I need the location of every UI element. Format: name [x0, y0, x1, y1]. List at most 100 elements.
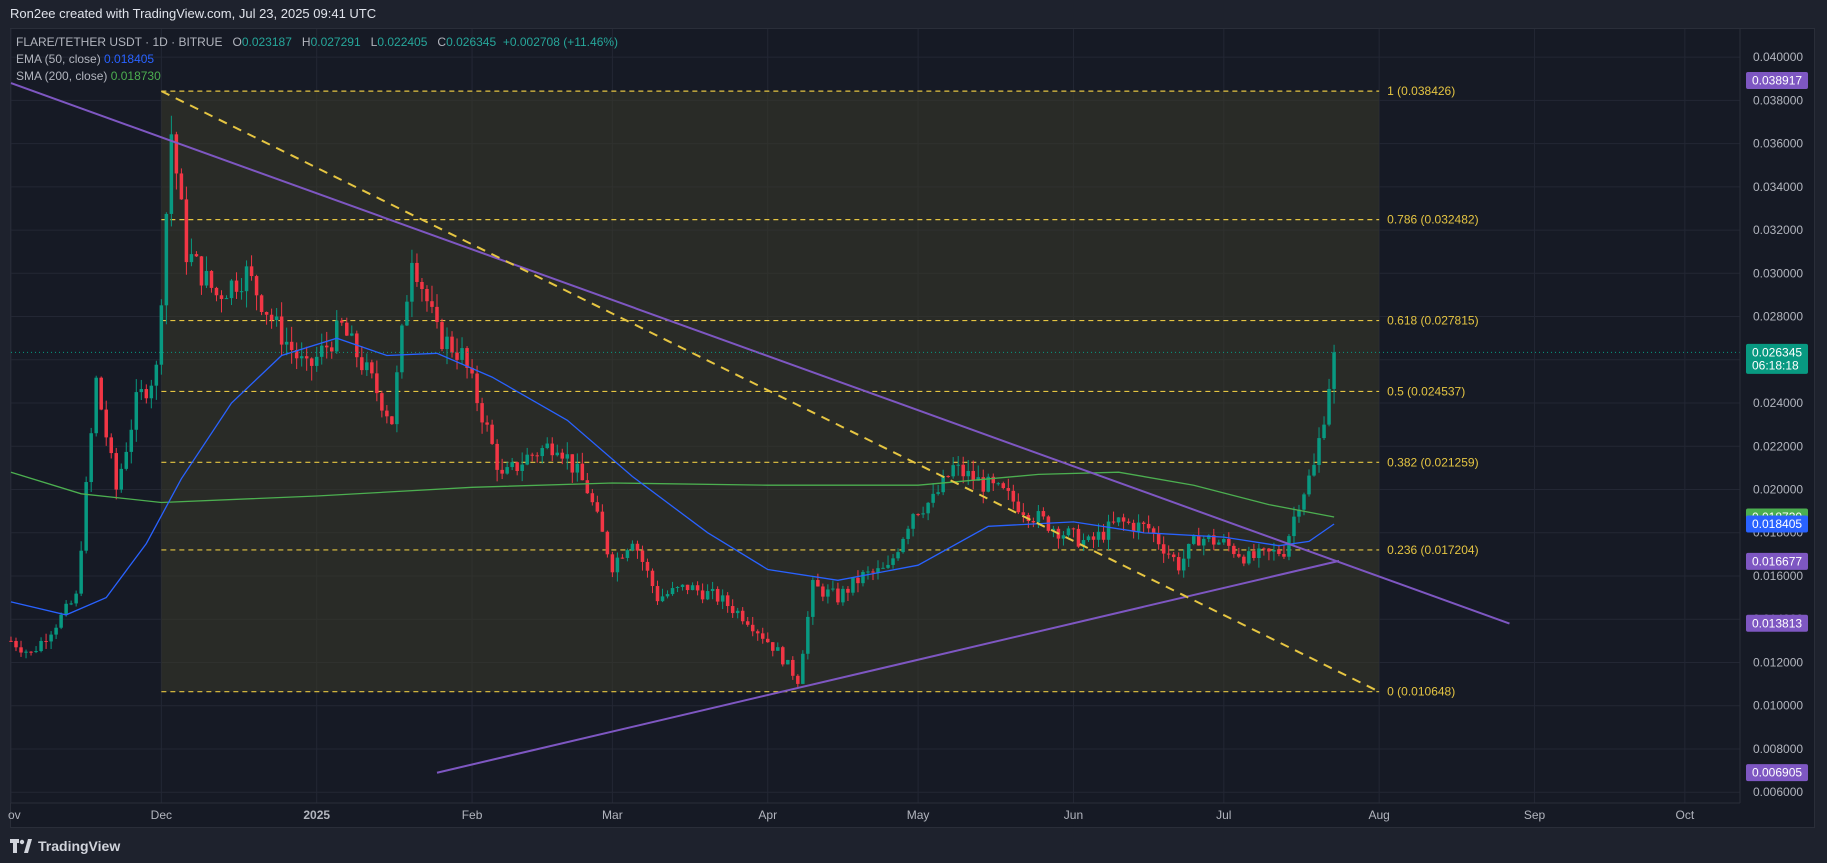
- candle: [1332, 344, 1336, 404]
- candle: [861, 569, 865, 587]
- candle: [505, 461, 509, 475]
- candle: [490, 419, 494, 446]
- candle-body: [1166, 553, 1171, 555]
- time-axis: ov Dec 2025 Feb Mar Apr May Jun Jul Aug Sep Oct: [8, 808, 1695, 822]
- candle-body: [204, 270, 209, 286]
- candle: [345, 317, 349, 336]
- candle-body: [1076, 528, 1081, 547]
- candle: [911, 512, 915, 537]
- candle-body: [1212, 535, 1216, 545]
- candle-body: [9, 640, 13, 642]
- candle-body: [1237, 554, 1241, 557]
- candle-body: [19, 647, 23, 653]
- candle-body: [981, 477, 986, 492]
- price-label-text: 0.013813: [1752, 616, 1802, 630]
- candle: [545, 437, 549, 450]
- candle: [685, 584, 690, 595]
- candle-body: [1161, 544, 1166, 554]
- candle-body: [615, 557, 620, 573]
- candle: [329, 341, 334, 359]
- candle-body: [365, 362, 369, 371]
- candle: [555, 444, 560, 457]
- ema-label: EMA (50, close): [16, 52, 101, 66]
- candle: [926, 501, 930, 521]
- tradingview-logo[interactable]: TradingView: [10, 836, 120, 856]
- candle-body: [405, 301, 409, 326]
- legend-sma-row[interactable]: SMA (200, close) 0.018730: [16, 68, 618, 85]
- candle-body: [395, 372, 399, 425]
- candle-body: [294, 350, 299, 359]
- candle-body: [505, 467, 509, 474]
- candle: [996, 482, 1001, 486]
- candle-body: [124, 451, 129, 469]
- candle-body: [89, 433, 93, 483]
- price-axis-tick: 0.010000: [1753, 699, 1803, 713]
- candle-body: [600, 511, 605, 532]
- candle-body: [755, 631, 760, 634]
- candle: [54, 624, 58, 640]
- symbol-label[interactable]: FLARE/TETHER USDT · 1D · BITRUE: [16, 35, 223, 49]
- candle-body: [1312, 464, 1316, 476]
- candle: [916, 513, 920, 517]
- candle-body: [936, 492, 940, 494]
- candle: [465, 346, 469, 379]
- candle-body: [385, 410, 389, 417]
- candle-body: [490, 424, 494, 444]
- candle: [430, 285, 434, 314]
- candle: [670, 581, 675, 596]
- candle-body: [149, 385, 154, 399]
- candle: [605, 530, 610, 558]
- candle: [675, 586, 680, 593]
- candle-body: [144, 389, 149, 399]
- candle-body: [79, 550, 83, 594]
- candle: [109, 433, 113, 459]
- candle: [871, 568, 875, 581]
- candle-body: [1227, 539, 1231, 546]
- candle: [1242, 554, 1246, 567]
- fib-levels: 1 (0.038426) 0.786 (0.032482) 0.618 (0.027…: [161, 84, 1479, 699]
- candle-body: [274, 316, 279, 320]
- close-label: C: [437, 35, 447, 49]
- candle-body: [791, 659, 795, 676]
- candle: [1222, 533, 1226, 545]
- candle: [771, 642, 775, 657]
- candle-body: [680, 584, 685, 587]
- candle: [836, 582, 840, 605]
- legend-ema-row[interactable]: EMA (50, close) 0.018405: [16, 51, 618, 68]
- candle: [971, 460, 975, 490]
- ascending-support-trendline: [436, 559, 1340, 774]
- candle: [1207, 534, 1211, 543]
- candle: [224, 295, 229, 300]
- candle-body: [1242, 556, 1246, 564]
- candle-body: [219, 295, 224, 299]
- candle: [580, 452, 585, 481]
- candle-body: [239, 291, 244, 293]
- candle-body: [750, 624, 755, 632]
- candle-body: [811, 580, 815, 617]
- candle: [14, 637, 18, 652]
- candle-body: [906, 528, 910, 539]
- candle: [309, 357, 314, 381]
- candle: [1282, 545, 1286, 559]
- candle: [635, 540, 640, 559]
- candle: [1046, 515, 1051, 533]
- candle: [34, 646, 38, 654]
- candle-body: [670, 588, 675, 595]
- candle-body: [425, 288, 429, 302]
- candle: [415, 253, 419, 287]
- candle-body: [1317, 438, 1321, 465]
- candle-body: [134, 392, 139, 430]
- candle: [1176, 552, 1181, 575]
- candle: [645, 558, 650, 578]
- candle-body: [1116, 517, 1121, 523]
- candle-body: [690, 585, 695, 591]
- candle: [1136, 514, 1141, 540]
- tradingview-wordmark: TradingView: [38, 838, 121, 854]
- candle-body: [565, 454, 570, 459]
- candle: [1287, 534, 1291, 561]
- candle: [851, 577, 855, 596]
- price-axis-tick: 0.028000: [1753, 310, 1803, 324]
- candle-body: [209, 270, 214, 288]
- candle: [1237, 547, 1241, 559]
